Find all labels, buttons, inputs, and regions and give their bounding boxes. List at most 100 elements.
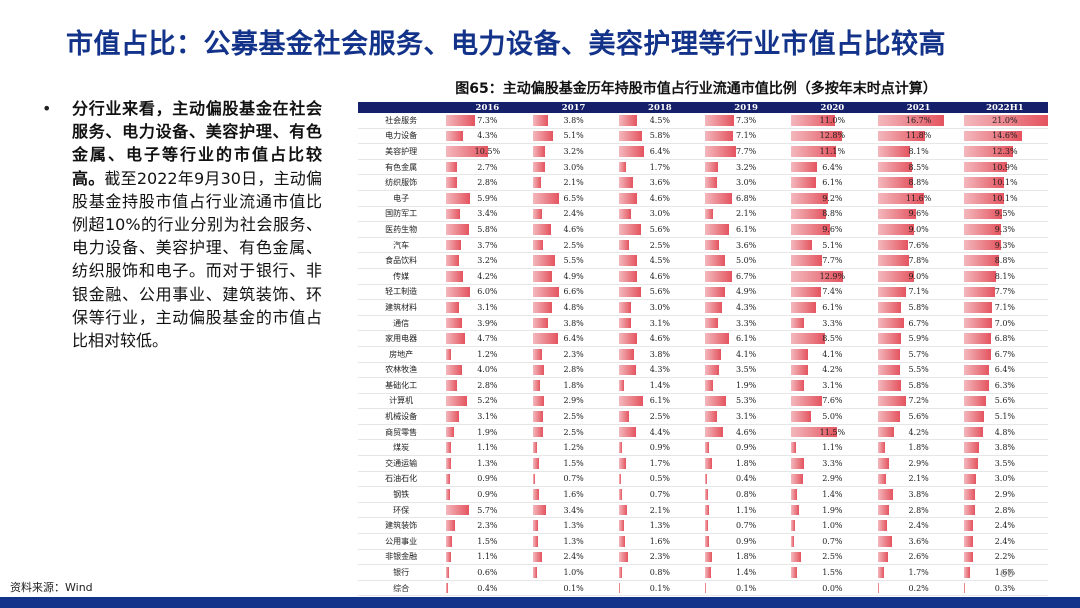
value-label: 11.6% <box>905 193 932 203</box>
value-label: 2.8% <box>477 178 498 188</box>
value-cell: 5.5% <box>530 252 617 269</box>
data-bar <box>446 348 452 360</box>
data-bar <box>532 270 553 282</box>
value-cell: 1.3% <box>530 517 617 535</box>
value-cell: 2.8% <box>875 502 962 519</box>
industry-name: 电力设备 <box>358 128 445 145</box>
data-bar <box>532 536 538 547</box>
data-bar <box>877 317 905 329</box>
value-label: 4.1% <box>735 349 757 359</box>
value-label: 1.8% <box>735 552 757 562</box>
value-cell: 1.3% <box>616 517 703 535</box>
value-label: 4.6% <box>649 271 671 281</box>
value-label: 5.0% <box>822 412 843 422</box>
data-bar <box>618 208 631 220</box>
value-cell: 5.8% <box>875 377 962 394</box>
value-cell: 6.5% <box>530 190 617 207</box>
value-cell: 0.0% <box>789 580 876 597</box>
table-row: 通信 3.9% 3.8% 3.1% 3.3% 3.3% 6.7% 7.0% <box>358 315 1048 332</box>
data-bar <box>705 489 709 500</box>
value-label: 6.4% <box>994 365 1016 375</box>
value-label: 1.1% <box>822 443 843 453</box>
value-label: 3.7% <box>477 240 498 250</box>
value-label: 7.4% <box>822 287 843 297</box>
value-cell: 12.8% <box>789 128 876 145</box>
value-cell: 1.1% <box>444 549 531 566</box>
value-label: 5.6% <box>908 412 929 422</box>
value-label: 2.6% <box>908 552 929 562</box>
data-bar <box>532 224 551 235</box>
value-label: 6.7% <box>994 349 1016 359</box>
data-bar <box>877 473 886 485</box>
value-cell: 1.7% <box>875 564 962 581</box>
data-bar <box>446 130 464 142</box>
value-label: 3.2% <box>477 256 498 266</box>
value-label: 5.7% <box>908 349 929 359</box>
data-bar <box>963 317 992 329</box>
data-bar <box>532 146 546 157</box>
data-bar <box>877 286 906 298</box>
data-bar <box>618 458 626 469</box>
data-bar <box>532 161 545 173</box>
value-label: 4.9% <box>563 271 584 281</box>
data-bar <box>791 115 836 126</box>
data-bar <box>446 426 454 438</box>
value-label: 1.3% <box>649 521 671 531</box>
value-cell: 2.5% <box>530 424 617 441</box>
value-label: 9.0% <box>908 271 929 281</box>
value-label: 2.1% <box>908 474 929 484</box>
value-label: 16.7% <box>905 115 932 125</box>
data-bar <box>705 473 707 485</box>
value-label: 2.5% <box>563 427 584 437</box>
value-cell: 1.2% <box>530 439 617 457</box>
data-bar <box>446 177 458 188</box>
value-cell: 0.9% <box>444 486 531 503</box>
value-label: 1.7% <box>649 162 671 172</box>
data-bar <box>877 115 945 126</box>
data-bar <box>532 458 539 469</box>
value-cell: 2.1% <box>530 174 617 191</box>
table-row: 有色金属 2.7% 3.0% 1.7% 3.2% 6.4% 8.5% 10.9% <box>358 159 1048 176</box>
value-cell: 4.6% <box>616 268 703 285</box>
value-cell: 21.0% <box>961 113 1048 129</box>
data-bar <box>532 426 543 438</box>
value-cell: 7.6% <box>789 393 876 410</box>
value-cell: 16.7% <box>875 113 962 129</box>
value-label: 7.8% <box>908 256 929 266</box>
value-cell: 3.2% <box>703 159 790 176</box>
value-label: 2.8% <box>563 365 584 375</box>
value-label: 3.2% <box>735 162 757 172</box>
header-year: 2016 <box>444 102 531 113</box>
value-cell: 3.2% <box>530 143 617 160</box>
data-bar <box>877 224 914 235</box>
value-label: 4.9% <box>735 287 757 297</box>
value-label: 2.4% <box>563 552 584 562</box>
value-label: 5.7% <box>477 505 498 515</box>
table-row: 交通运输 1.3% 1.5% 1.7% 1.8% 3.3% 2.9% 3.5% <box>358 455 1048 472</box>
value-label: 10.9% <box>992 162 1018 172</box>
table-row: 美容护理 10.5% 3.2% 6.4% 7.7% 11.1% 8.1% 12.3% <box>358 143 1048 160</box>
value-cell: 1.5% <box>444 533 531 550</box>
value-cell: 4.6% <box>616 190 703 207</box>
data-bar <box>705 411 718 422</box>
value-cell: 5.8% <box>444 221 531 238</box>
value-cell: 2.3% <box>530 346 617 363</box>
value-label: 2.1% <box>563 178 584 188</box>
value-cell: 0.7% <box>703 517 790 535</box>
data-bar <box>705 442 709 454</box>
value-cell: 11.5% <box>789 424 876 441</box>
value-cell: 2.8% <box>444 174 531 191</box>
data-bar <box>877 520 888 532</box>
value-cell: 4.1% <box>703 346 790 363</box>
table-row: 石油石化 0.9% 0.7% 0.5% 0.4% 2.9% 2.1% 3.0% <box>358 471 1048 488</box>
table-row: 商贸零售 1.9% 2.5% 4.4% 4.6% 11.5% 4.2% 4.8% <box>358 424 1048 441</box>
value-cell: 2.8% <box>961 502 1048 519</box>
data-bar <box>618 333 638 344</box>
data-bar <box>963 395 987 407</box>
data-bar <box>532 192 559 204</box>
value-cell: 3.3% <box>703 315 790 332</box>
value-cell: 5.1% <box>789 237 876 254</box>
value-label: 2.1% <box>735 209 757 219</box>
data-bar <box>532 333 559 344</box>
value-label: 6.1% <box>735 334 757 344</box>
